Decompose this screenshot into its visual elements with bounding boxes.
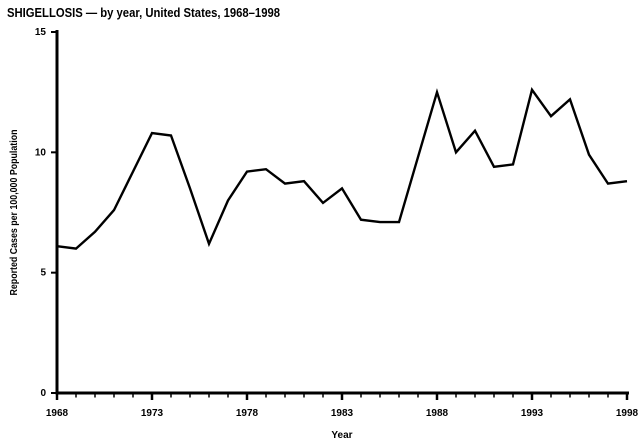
y-tick-label: 10 xyxy=(35,147,47,158)
y-tick-label: 0 xyxy=(40,388,46,399)
y-tick-label: 15 xyxy=(35,27,47,38)
x-axis-title: Year xyxy=(331,430,352,441)
x-tick-label: 1983 xyxy=(331,408,354,419)
chart-title: SHIGELLOSIS — by year, United States, 19… xyxy=(7,5,280,20)
data-line xyxy=(56,87,628,250)
x-tick-label: 1998 xyxy=(616,408,639,419)
x-tick-label: 1988 xyxy=(426,408,449,419)
y-tick-label: 5 xyxy=(40,268,46,279)
x-tick-label: 1993 xyxy=(521,408,544,419)
x-tick-label: 1973 xyxy=(141,408,164,419)
axes xyxy=(55,30,629,395)
x-tick-label: 1968 xyxy=(46,408,69,419)
x-tick-label: 1978 xyxy=(236,408,259,419)
y-axis-title: Reported Cases per 100,000 Population xyxy=(9,130,20,296)
